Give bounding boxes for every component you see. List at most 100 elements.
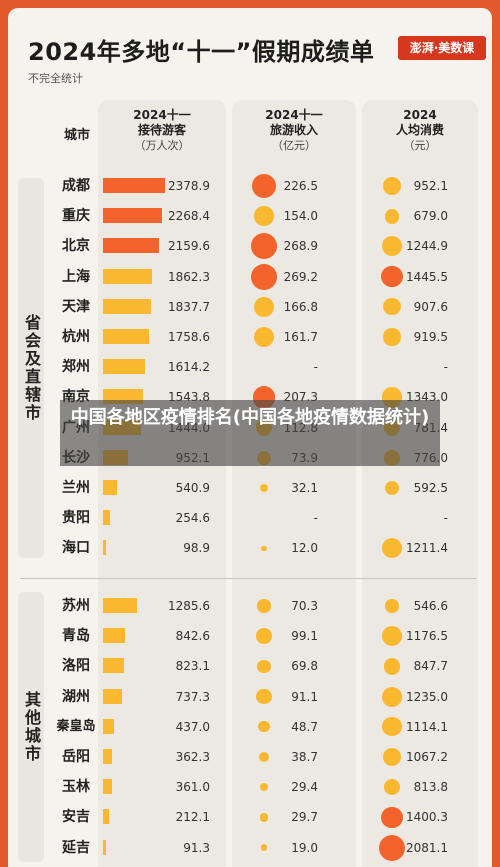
header-unit: （万人次） (134, 139, 190, 152)
arrivals-value: 737.3 (175, 689, 210, 704)
per-capita-dot (383, 177, 401, 195)
city-name: 延吉 (62, 839, 90, 856)
table-row: 青岛 842.6 99.1 1176.5 (0, 621, 500, 651)
table-row: 岳阳 362.3 38.7 1067.2 (0, 742, 500, 772)
revenue-value: - (313, 360, 318, 375)
per-capita-value: 1244.9 (406, 239, 448, 254)
arrivals-bar (103, 809, 109, 825)
arrivals-bar (103, 238, 160, 254)
revenue-value: 29.4 (291, 780, 318, 795)
header-unit: （亿元） (272, 139, 316, 152)
per-capita-dot (385, 481, 399, 495)
revenue-dot (259, 752, 269, 762)
arrivals-bar (103, 208, 163, 224)
per-capita-value: 546.6 (413, 599, 448, 613)
revenue-value: 91.1 (291, 689, 318, 704)
arrivals-bar (103, 178, 165, 193)
city-name: 岳阳 (62, 749, 90, 765)
arrivals-bar (103, 510, 110, 526)
arrivals-value: 1862.3 (168, 269, 210, 284)
arrivals-bar (103, 688, 123, 704)
revenue-value: 161.7 (283, 330, 318, 344)
per-capita-dot (381, 236, 403, 257)
revenue-value: 70.3 (291, 599, 318, 613)
per-capita-dot (382, 538, 402, 559)
group-divider (20, 578, 476, 579)
header-line: 旅游收入 (269, 123, 318, 137)
per-capita-dot (382, 626, 402, 646)
header-line: 接待游客 (137, 123, 186, 137)
arrivals-bar (103, 359, 146, 375)
revenue-dot (257, 599, 271, 613)
revenue-value: - (313, 511, 318, 526)
column-header-city: 城市 (64, 128, 91, 143)
city-name: 苏州 (62, 598, 90, 614)
header-unit: （元） (403, 139, 437, 152)
per-capita-value: 1445.5 (406, 269, 448, 284)
column-panel-per-capita (362, 100, 478, 867)
table-row: 苏州 1285.6 70.3 546.6 (0, 591, 500, 621)
arrivals-value: 1285.6 (168, 599, 210, 613)
table-row: 上海 1862.3 269.2 1445.5 (0, 262, 500, 292)
table-row: 重庆 2268.4 154.0 679.0 (0, 201, 500, 231)
arrivals-bar (103, 540, 106, 556)
per-capita-dot (383, 779, 401, 796)
column-header-arrivals: 2024十一 接待游客 （万人次） (98, 108, 226, 153)
per-capita-dot (381, 806, 403, 829)
per-capita-value: 813.8 (413, 780, 448, 795)
arrivals-value: 540.9 (175, 481, 210, 495)
table-row: 延吉 91.3 19.0 2081.1 (0, 833, 500, 863)
table-row: 贵阳 254.6 - - (0, 503, 500, 533)
table-row: 杭州 1758.6 161.7 919.5 (0, 322, 500, 352)
revenue-dot (259, 813, 269, 822)
per-capita-value: 592.5 (413, 481, 448, 495)
table-row: 成都 2378.9 226.5 952.1 (0, 171, 500, 201)
per-capita-dot (379, 834, 405, 861)
arrivals-bar (103, 839, 106, 855)
per-capita-dot (381, 686, 402, 707)
per-capita-value: 952.1 (413, 179, 448, 193)
column-panel-arrivals (98, 100, 226, 867)
city-name: 天津 (62, 298, 90, 315)
arrivals-bar (103, 779, 113, 795)
revenue-value: 19.0 (291, 840, 318, 855)
revenue-dot (256, 689, 272, 705)
city-name: 贵阳 (62, 510, 90, 527)
column-panel-revenue (232, 100, 356, 867)
group-label-capitals: 省会及直辖市 (18, 178, 44, 558)
per-capita-dot (383, 328, 401, 346)
revenue-value: 269.2 (283, 269, 318, 284)
header-line: 2024 (403, 108, 437, 122)
city-name: 杭州 (62, 329, 90, 345)
arrivals-bar (103, 298, 151, 314)
page-subtitle: 不完全统计 (28, 72, 83, 85)
table-row: 北京 2159.6 268.9 1244.9 (0, 231, 500, 261)
per-capita-value: 1235.0 (406, 689, 448, 704)
arrivals-value: 362.3 (175, 750, 210, 764)
revenue-dot (253, 296, 275, 318)
revenue-value: 29.7 (291, 810, 318, 825)
city-name: 湖州 (62, 688, 90, 705)
arrivals-bar (103, 628, 125, 644)
arrivals-bar (103, 598, 137, 613)
arrivals-bar (103, 658, 125, 674)
city-name: 上海 (62, 268, 90, 285)
city-name: 郑州 (62, 359, 90, 376)
revenue-value: 32.1 (291, 481, 318, 495)
per-capita-dot (382, 717, 402, 737)
per-capita-dot (383, 658, 401, 675)
watermark-banner-text: 中国各地区疫情排名(中国各地疫情数据统计) (70, 407, 430, 428)
per-capita-dot (383, 298, 401, 316)
revenue-dot (253, 326, 275, 348)
arrivals-value: 91.3 (183, 840, 210, 855)
table-row: 湖州 737.3 91.1 1235.0 (0, 682, 500, 712)
per-capita-value: 1176.5 (406, 629, 448, 644)
revenue-value: 154.0 (283, 209, 318, 224)
arrivals-value: 842.6 (175, 629, 210, 644)
per-capita-dot (384, 208, 400, 224)
watermark-banner (60, 400, 440, 466)
table-row: 安吉 212.1 29.7 1400.3 (0, 802, 500, 832)
revenue-dot (252, 174, 276, 198)
revenue-value: 99.1 (291, 629, 318, 644)
column-header-per-capita: 2024 人均消费 （元） (362, 108, 478, 153)
